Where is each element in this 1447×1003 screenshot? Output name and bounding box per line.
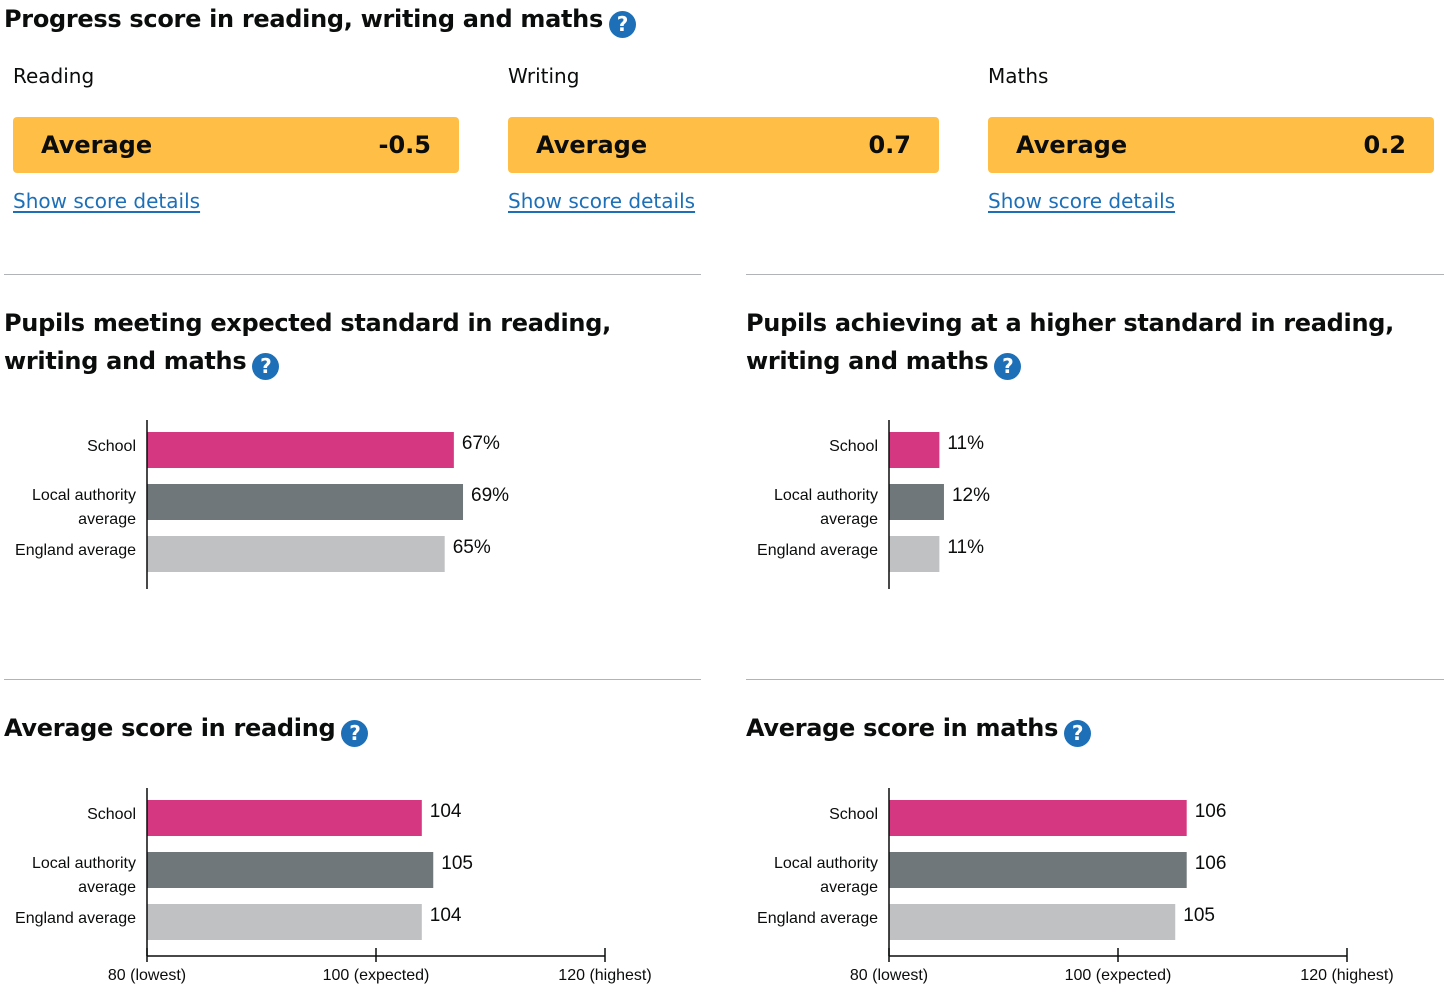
bar-school bbox=[147, 432, 454, 468]
bar-england bbox=[889, 536, 940, 572]
score-value: -0.5 bbox=[378, 131, 431, 159]
category-label: average bbox=[820, 511, 878, 528]
category-label: School bbox=[829, 438, 878, 455]
progress-writing: Writing Average 0.7 Show score details bbox=[508, 64, 939, 213]
category-label: Local authority bbox=[32, 855, 136, 872]
section-divider bbox=[746, 274, 1444, 275]
section-divider bbox=[4, 274, 701, 275]
category-label: England average bbox=[757, 542, 878, 559]
expected-standard-chart: School Local authority average England aver… bbox=[15, 420, 509, 589]
progress-maths: Maths Average 0.2 Show score details bbox=[988, 64, 1434, 213]
reading-score-chart: School Local authority average England aver… bbox=[15, 788, 652, 984]
bar-value-label: 105 bbox=[1183, 905, 1215, 926]
bar-england bbox=[147, 904, 422, 940]
bar-local-authority bbox=[147, 484, 464, 520]
help-icon[interactable]: ? bbox=[994, 353, 1022, 380]
bar-value-label: 106 bbox=[1195, 853, 1227, 874]
higher-standard-chart: School Local authority average England aver… bbox=[757, 420, 990, 589]
bar-local-authority bbox=[147, 852, 434, 888]
chart-title-text: Average score in reading bbox=[4, 714, 336, 742]
bar-england bbox=[889, 904, 1176, 940]
bar-value-label: 104 bbox=[430, 905, 462, 926]
expected-standard-title: Pupils meeting expected standard in read… bbox=[4, 304, 694, 380]
category-label: Local authority bbox=[774, 855, 878, 872]
help-icon[interactable]: ? bbox=[341, 720, 369, 747]
x-tick-label: 100 (expected) bbox=[1065, 967, 1172, 984]
score-box: Average -0.5 bbox=[13, 117, 459, 173]
bar-local-authority bbox=[889, 852, 1187, 888]
chart-title-text: Pupils achieving at a higher standard in… bbox=[746, 309, 1394, 375]
score-value: 0.7 bbox=[868, 131, 911, 159]
score-band: Average bbox=[536, 131, 648, 159]
bar-local-authority bbox=[889, 484, 944, 520]
score-box: Average 0.7 bbox=[508, 117, 939, 173]
category-label: England average bbox=[757, 910, 878, 927]
category-label: England average bbox=[15, 542, 136, 559]
progress-title-text: Progress score in reading, writing and m… bbox=[4, 5, 603, 33]
category-label: Local authority bbox=[774, 487, 878, 504]
bar-value-label: 11% bbox=[947, 537, 984, 558]
help-icon[interactable]: ? bbox=[608, 11, 636, 38]
chart-title-text: Average score in maths bbox=[746, 714, 1059, 742]
help-icon[interactable]: ? bbox=[1064, 720, 1092, 747]
section-divider bbox=[746, 679, 1444, 680]
show-score-details-link[interactable]: Show score details bbox=[988, 189, 1176, 213]
score-band: Average bbox=[41, 131, 153, 159]
bar-value-label: 106 bbox=[1195, 801, 1227, 822]
category-label: average bbox=[78, 511, 136, 528]
score-box: Average 0.2 bbox=[988, 117, 1434, 173]
x-tick-label: 100 (expected) bbox=[323, 967, 430, 984]
bar-school bbox=[889, 432, 940, 468]
help-icon[interactable]: ? bbox=[252, 353, 280, 380]
subject-label: Reading bbox=[13, 64, 95, 88]
score-value: 0.2 bbox=[1363, 131, 1406, 159]
bar-value-label: 65% bbox=[453, 537, 491, 558]
section-divider bbox=[4, 679, 701, 680]
x-tick-label: 120 (highest) bbox=[1300, 967, 1393, 984]
category-label: School bbox=[87, 438, 136, 455]
bar-value-label: 67% bbox=[462, 433, 500, 454]
subject-label: Maths bbox=[988, 64, 1049, 88]
category-label: England average bbox=[15, 910, 136, 927]
bar-value-label: 11% bbox=[947, 433, 984, 454]
show-score-details-link[interactable]: Show score details bbox=[508, 189, 696, 213]
bar-school bbox=[889, 800, 1187, 836]
bar-value-label: 69% bbox=[471, 485, 509, 506]
bar-value-label: 105 bbox=[441, 853, 473, 874]
bar-value-label: 12% bbox=[952, 485, 990, 506]
x-tick-label: 80 (lowest) bbox=[108, 967, 186, 984]
category-label: average bbox=[820, 879, 878, 896]
chart-title-text: Pupils meeting expected standard in read… bbox=[4, 309, 611, 375]
category-label: School bbox=[87, 806, 136, 823]
category-label: Local authority bbox=[32, 487, 136, 504]
show-score-details-link[interactable]: Show score details bbox=[13, 189, 201, 213]
reading-score-title: Average score in reading? bbox=[4, 709, 369, 747]
bar-value-label: 104 bbox=[430, 801, 462, 822]
category-label: average bbox=[78, 879, 136, 896]
higher-standard-title: Pupils achieving at a higher standard in… bbox=[746, 304, 1406, 380]
maths-score-title: Average score in maths? bbox=[746, 709, 1092, 747]
x-tick-label: 120 (highest) bbox=[558, 967, 651, 984]
progress-reading: Reading Average -0.5 Show score details bbox=[13, 64, 459, 213]
x-tick-label: 80 (lowest) bbox=[850, 967, 928, 984]
bar-england bbox=[147, 536, 445, 572]
category-label: School bbox=[829, 806, 878, 823]
score-band: Average bbox=[1016, 131, 1128, 159]
maths-score-chart: School Local authority average England aver… bbox=[757, 788, 1394, 984]
progress-title: Progress score in reading, writing and m… bbox=[4, 0, 636, 38]
bar-school bbox=[147, 800, 422, 836]
subject-label: Writing bbox=[508, 64, 580, 88]
